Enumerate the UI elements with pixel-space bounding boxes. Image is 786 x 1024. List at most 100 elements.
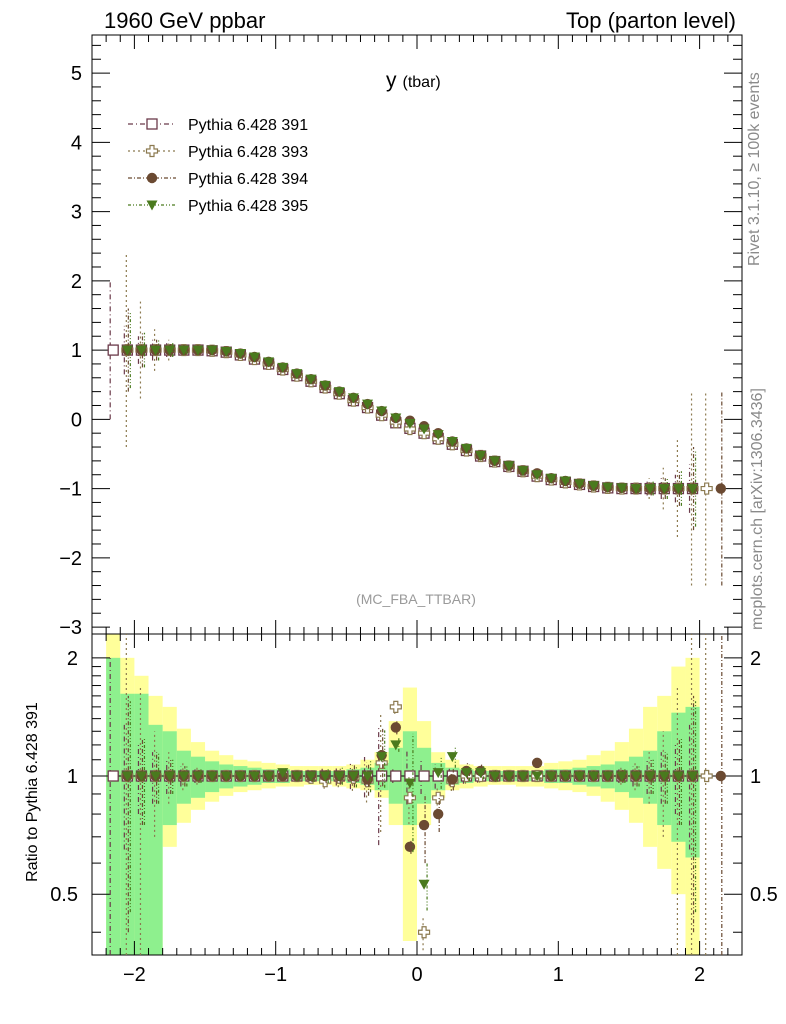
data-point	[164, 345, 176, 356]
ratio-point	[150, 771, 162, 782]
data-point	[390, 413, 402, 424]
ratio-y-tick-label: 2	[67, 648, 78, 670]
ratio-point	[390, 770, 402, 782]
data-point	[545, 473, 557, 484]
band-inner-bin	[106, 657, 121, 955]
legend-label: Pythia 6.428 391	[188, 117, 308, 134]
chart-title-suffix: (tbar)	[403, 74, 441, 91]
data-point	[249, 352, 260, 363]
data-point	[489, 456, 501, 467]
ratio-y-tick-label-right: 2	[750, 648, 761, 670]
ratio-point	[404, 841, 416, 853]
ratio-point	[135, 771, 147, 782]
ratio-point	[658, 771, 670, 782]
data-point	[376, 406, 388, 417]
legend-label: Pythia 6.428 393	[188, 144, 308, 161]
ratio-point	[503, 771, 515, 782]
ratio-point	[432, 808, 444, 820]
ratio-point	[700, 769, 713, 783]
data-point	[475, 450, 487, 461]
ratio-point	[249, 771, 260, 782]
x-tick-label: 0	[411, 964, 422, 986]
ratio-uncertainty-bands	[106, 634, 700, 955]
ratio-point	[517, 771, 529, 782]
ratio-point	[418, 879, 430, 890]
y-tick-label: 0	[71, 409, 82, 431]
data-point	[319, 380, 331, 391]
ratio-point	[389, 700, 402, 713]
y-tick-label: 3	[71, 202, 82, 224]
y-tick-label: 5	[71, 63, 82, 85]
chart-title-main: y	[386, 69, 397, 92]
ratio-point	[531, 771, 543, 782]
ratio-y-axis-label: Ratio to Pythia 6.428 391	[24, 702, 41, 882]
data-point	[333, 387, 345, 398]
legend-label: Pythia 6.428 395	[188, 198, 308, 215]
data-point	[107, 344, 119, 356]
ratio-point	[446, 752, 458, 763]
data-point	[150, 345, 162, 356]
ratio-point	[672, 771, 684, 782]
data-point	[432, 430, 444, 441]
data-point	[404, 418, 416, 429]
data-point	[206, 345, 218, 356]
ratio-point	[178, 771, 190, 782]
data-point	[234, 349, 246, 360]
data-point	[220, 346, 232, 357]
data-point	[263, 357, 275, 368]
x-tick-label: 2	[694, 964, 705, 986]
ratio-point	[220, 771, 232, 782]
ratio-point	[460, 768, 472, 779]
ratio-point	[447, 774, 458, 785]
x-tick-label: 1	[553, 964, 564, 986]
y-tick-label: 1	[71, 340, 82, 362]
legend-marker	[145, 144, 159, 158]
ratio-y-tick-label-right: 1	[750, 766, 761, 788]
band-inner-bin	[148, 724, 163, 955]
ratio-point	[192, 771, 204, 782]
ratio-point	[475, 768, 487, 779]
data-point	[531, 470, 543, 481]
header-left: 1960 GeV ppbar	[104, 8, 266, 33]
data-point	[588, 481, 600, 492]
ratio-point	[559, 771, 571, 782]
chart-title: y (tbar)	[386, 69, 441, 92]
data-point	[672, 484, 684, 495]
data-point	[291, 369, 303, 380]
ratio-point	[234, 771, 246, 782]
ratio-y-tick-label: 1	[67, 766, 78, 788]
data-point	[121, 345, 133, 356]
ratio-point	[291, 771, 303, 782]
ratio-point	[376, 770, 388, 782]
data-point	[644, 484, 656, 495]
ratio-y-tick-label-right: 0.5	[750, 884, 778, 906]
x-tick-label: −2	[123, 964, 146, 986]
band-inner-bin	[134, 693, 149, 955]
data-point	[403, 422, 417, 436]
y-tick-label: 4	[71, 132, 82, 154]
ratio-point	[417, 926, 431, 939]
legend: Pythia 6.428 391 Pythia 6.428 393 Pythia 6…	[128, 117, 308, 215]
data-point	[178, 345, 190, 356]
header-right: Top (parton level)	[566, 8, 736, 33]
ratio-point	[630, 771, 642, 782]
ratio-point	[418, 770, 430, 782]
ratio-point	[164, 771, 176, 782]
ratio-point	[347, 771, 359, 782]
data-point	[192, 345, 204, 356]
data-point	[305, 374, 317, 385]
ratio-point	[362, 771, 374, 782]
ratio-point	[616, 771, 628, 782]
data-point	[460, 443, 472, 454]
ratio-point	[715, 770, 727, 782]
data-point	[715, 483, 727, 494]
ratio-point	[644, 771, 656, 782]
data-point	[630, 484, 642, 495]
ratio-point	[263, 771, 275, 782]
data-point	[446, 436, 458, 447]
data-point	[347, 393, 359, 404]
data-point	[687, 484, 699, 495]
ratio-point	[375, 756, 388, 769]
band-inner-bin	[120, 693, 135, 955]
data-point	[362, 399, 374, 410]
